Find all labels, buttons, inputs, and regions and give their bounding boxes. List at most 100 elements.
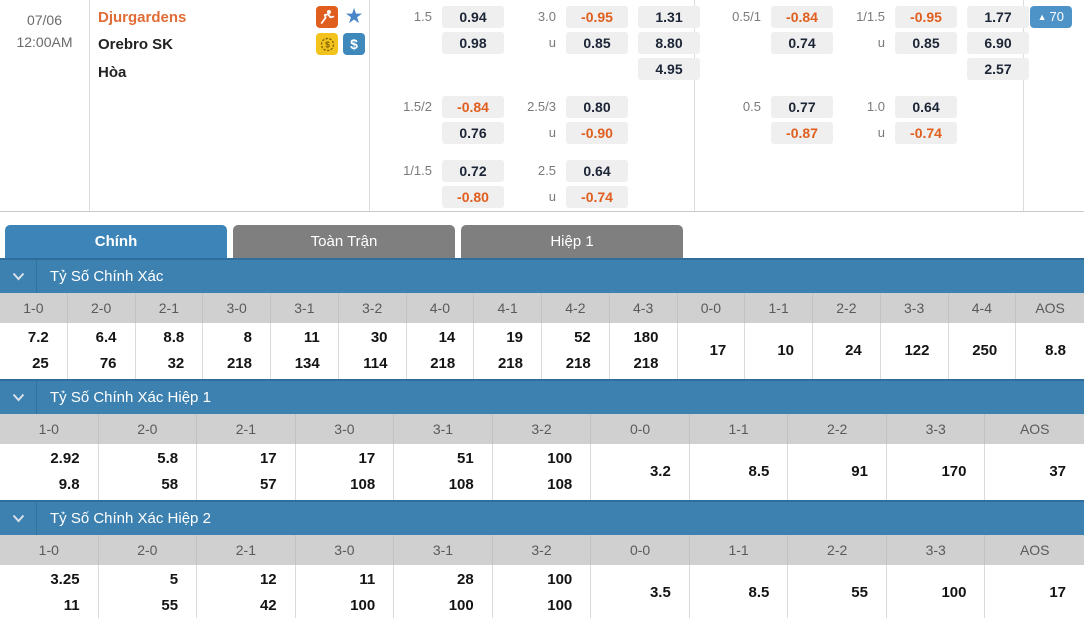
score-odds-value[interactable]: 8.8 [1045,342,1066,359]
tab-toan-tran[interactable]: Toàn Trận [233,225,455,258]
handicap-odds-button[interactable]: 0.72 [442,160,504,182]
handicap-odds-button[interactable]: -0.84 [771,6,833,28]
score-odds-value[interactable]: 11 [359,571,376,588]
handicap-odds-button[interactable]: 0.94 [442,6,504,28]
score-odds-value[interactable]: 114 [363,355,388,372]
score-odds-value[interactable]: 3.2 [649,463,671,480]
total-odds-button[interactable]: 0.85 [895,32,957,54]
more-odds-badge[interactable]: ▲ 70 [1029,6,1072,28]
section-header-correct-score[interactable]: Tỷ Số Chính Xác [0,258,1084,293]
score-odds-value[interactable]: 170 [941,463,967,480]
score-odds-value[interactable]: 6.4 [95,329,117,346]
score-odds-value[interactable]: 180 [633,329,659,346]
score-odds-value[interactable]: 10 [777,342,794,359]
score-odds-value[interactable]: 17 [358,450,376,467]
x12-odds-button[interactable]: 8.80 [638,32,700,54]
score-odds-value[interactable]: 24 [845,342,862,359]
score-odds-value[interactable]: 8 [243,329,252,346]
favorite-star-icon[interactable]: ★ [344,5,364,28]
score-odds-value[interactable]: 55 [161,597,179,614]
score-odds-value[interactable]: 58 [161,476,179,493]
x12-odds-button[interactable]: 4.95 [638,58,700,80]
home-team-name[interactable]: Djurgardens [98,9,187,26]
score-odds-value[interactable]: 108 [448,476,474,493]
x12-odds-button[interactable]: 2.57 [967,58,1029,80]
tab-chinh[interactable]: Chính [5,225,227,258]
score-odds-value[interactable]: 19 [506,329,523,346]
score-odds-value[interactable]: 100 [350,597,376,614]
score-odds-value[interactable]: 9.8 [58,476,80,493]
score-odds-value[interactable]: 11 [303,329,320,346]
score-odds-value[interactable]: 100 [547,597,573,614]
section-header-correct-score-half2[interactable]: Tỷ Số Chính Xác Hiệp 2 [0,500,1084,535]
total-odds-button[interactable]: 0.64 [895,96,957,118]
score-odds-value[interactable]: 3.25 [50,571,80,588]
live-player-icon[interactable] [316,6,338,28]
score-odds-value[interactable]: 250 [972,342,998,359]
chevron-down-icon[interactable] [0,260,37,293]
score-odds-value[interactable]: 218 [497,355,523,372]
handicap-odds-button[interactable]: -0.84 [442,96,504,118]
score-odds-value[interactable]: 218 [565,355,591,372]
score-odds-value[interactable]: 5.8 [157,450,179,467]
score-odds-value[interactable]: 76 [99,355,117,372]
handicap-odds-button[interactable]: 0.77 [771,96,833,118]
score-odds-value[interactable]: 17 [1049,584,1067,601]
score-odds-value[interactable]: 108 [350,476,376,493]
section-header-correct-score-half1[interactable]: Tỷ Số Chính Xác Hiệp 1 [0,379,1084,414]
score-odds-value[interactable]: 12 [259,571,277,588]
x12-odds-button[interactable]: 1.31 [638,6,700,28]
score-odds-value[interactable]: 8.5 [748,584,770,601]
total-odds-button[interactable]: 0.80 [566,96,628,118]
chevron-down-icon[interactable] [0,502,37,535]
total-odds-button[interactable]: -0.74 [566,186,628,208]
score-odds-value[interactable]: 42 [259,597,277,614]
score-odds-value[interactable]: 218 [430,355,456,372]
score-odds-value[interactable]: 8.8 [163,329,185,346]
total-odds-button[interactable]: -0.95 [566,6,628,28]
dollar-icon[interactable]: $ [343,33,365,55]
score-odds-value[interactable]: 91 [851,463,868,480]
handicap-odds-button[interactable]: 0.74 [771,32,833,54]
score-odds-value[interactable]: 17 [259,450,277,467]
score-odds-value[interactable]: 122 [904,342,930,359]
score-odds-value[interactable]: 14 [438,329,456,346]
score-odds-value[interactable]: 7.2 [27,329,49,346]
score-odds-value[interactable]: 52 [574,329,591,346]
handicap-odds-button[interactable]: -0.80 [442,186,504,208]
tab-hiep-1[interactable]: Hiệp 1 [461,225,683,258]
total-odds-button[interactable]: 0.64 [566,160,628,182]
score-odds-value[interactable]: 37 [1049,463,1067,480]
score-odds-value[interactable]: 100 [448,597,474,614]
score-odds-value[interactable]: 3.5 [649,584,671,601]
score-odds-value[interactable]: 28 [457,571,474,588]
score-odds-value[interactable]: 11 [63,597,80,614]
score-odds-value[interactable]: 100 [941,584,967,601]
score-odds-value[interactable]: 55 [851,584,868,601]
handicap-odds-button[interactable]: -0.87 [771,122,833,144]
score-odds-value[interactable]: 32 [167,355,185,372]
total-odds-button[interactable]: -0.90 [566,122,628,144]
score-odds-value[interactable]: 100 [547,450,573,467]
chevron-down-icon[interactable] [0,381,37,414]
x12-odds-button[interactable]: 6.90 [967,32,1029,54]
score-odds-value[interactable]: 8.5 [748,463,770,480]
handicap-odds-button[interactable]: 0.98 [442,32,504,54]
x12-odds-button[interactable]: 1.77 [967,6,1029,28]
away-team-name[interactable]: Orebro SK [98,36,174,53]
score-odds-value[interactable]: 2.92 [50,450,80,467]
handicap-odds-button[interactable]: 0.76 [442,122,504,144]
score-odds-value[interactable]: 100 [547,571,573,588]
score-odds-value[interactable]: 57 [259,476,277,493]
total-odds-button[interactable]: -0.95 [895,6,957,28]
total-odds-button[interactable]: 0.85 [566,32,628,54]
score-odds-value[interactable]: 108 [547,476,573,493]
score-odds-value[interactable]: 30 [370,329,388,346]
total-odds-button[interactable]: -0.74 [895,122,957,144]
score-odds-value[interactable]: 51 [457,450,474,467]
score-odds-value[interactable]: 134 [294,355,320,372]
score-odds-value[interactable]: 218 [633,355,659,372]
score-odds-value[interactable]: 17 [709,342,727,359]
score-odds-value[interactable]: 218 [226,355,252,372]
score-odds-value[interactable]: 25 [32,355,49,372]
